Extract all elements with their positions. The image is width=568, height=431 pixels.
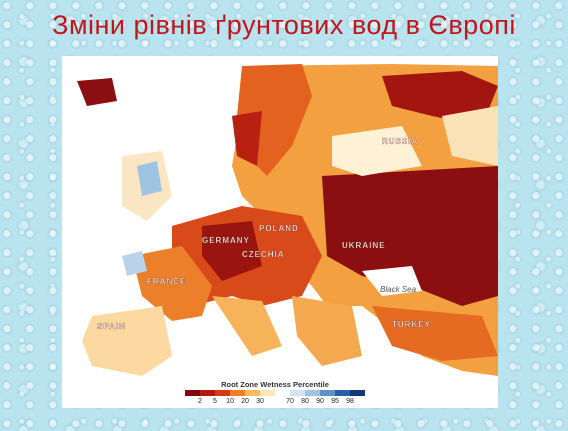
legend-swatch — [320, 390, 335, 396]
map-label: UKRAINE — [342, 241, 385, 250]
legend-tick-label: 5 — [213, 398, 217, 405]
map-label: RUSSIA — [382, 137, 418, 146]
legend-swatch — [275, 390, 290, 396]
map-label: SPAIN — [97, 322, 126, 331]
legend-tick-label: 70 — [286, 398, 294, 405]
legend-swatch — [215, 390, 230, 396]
legend-swatch — [200, 390, 215, 396]
legend-swatch — [290, 390, 305, 396]
legend-swatch — [350, 390, 365, 396]
map-label: Black Sea — [380, 285, 417, 294]
map-label: FRANCE — [147, 277, 186, 286]
legend-tick-label: 2 — [198, 398, 202, 405]
legend-swatch — [230, 390, 245, 396]
legend-tick-label: 30 — [256, 398, 264, 405]
legend-tick-label: 90 — [316, 398, 324, 405]
slide-title: Зміни рівнів ґрунтових вод в Європі — [52, 10, 516, 40]
legend-title: Root Zone Wetness Percentile — [221, 380, 329, 389]
legend-tick-label: 98 — [346, 398, 354, 405]
map-label: GERMANY — [202, 236, 250, 245]
land — [77, 64, 498, 376]
map-label: CZECHIA — [242, 250, 285, 259]
legend-tick-label: 95 — [331, 398, 339, 405]
legend-swatch — [185, 390, 200, 396]
legend-swatch — [260, 390, 275, 396]
legend-swatch — [305, 390, 320, 396]
legend-tick-label: 10 — [226, 398, 234, 405]
legend-swatch — [245, 390, 260, 396]
legend-tick-label: 20 — [241, 398, 249, 405]
map-label: POLAND — [259, 224, 299, 233]
legend-swatch — [335, 390, 350, 396]
legend-tick-label: 80 — [301, 398, 309, 405]
map-label: TURKEY — [392, 320, 431, 329]
map: RUSSIA GERMANY POLAND CZECHIA UKRAINE FRANCE S… — [62, 56, 498, 408]
